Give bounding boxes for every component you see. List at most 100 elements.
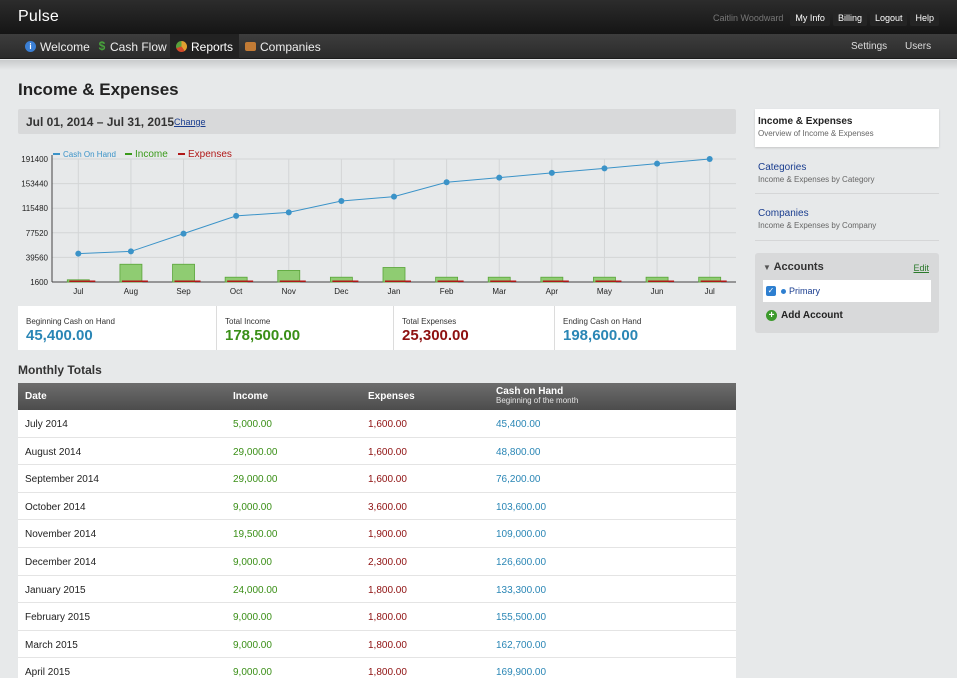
- col-cash-on-hand[interactable]: Cash on Hand: [496, 386, 564, 397]
- income-expenses-chart: 1600 39560 77520 115480 153440 191400 Jul Aug Se…: [21, 149, 736, 296]
- sidebar-item-companies[interactable]: Companies Income & Expenses by Company: [755, 201, 939, 230]
- table-row: April 2015 9,000.00 1,800.00 169,900.00: [18, 658, 736, 678]
- summary-value: 178,500.00: [225, 327, 301, 344]
- row-income: 29,000.00: [233, 446, 278, 458]
- help-link[interactable]: Help: [910, 10, 939, 26]
- nav-settings[interactable]: Settings: [851, 41, 888, 52]
- nav-welcome-label: Welcome: [40, 39, 90, 54]
- cash-on-hand-point: [127, 248, 134, 255]
- x-tick-label: Feb: [440, 287, 454, 296]
- logout-link[interactable]: Logout: [869, 10, 908, 26]
- dollar-icon: $: [98, 39, 106, 53]
- x-tick-label: Jul: [73, 287, 83, 296]
- sidebar-item-categories[interactable]: Categories Income & Expenses by Category: [755, 155, 939, 184]
- row-cash-on-hand: 162,700.00: [496, 639, 547, 651]
- legend-label: Income: [135, 149, 168, 160]
- add-account-label: Add Account: [781, 310, 843, 321]
- legend-label: Cash On Hand: [63, 150, 116, 159]
- y-tick-label: 115480: [22, 204, 49, 213]
- summary-value: 45,400.00: [26, 327, 93, 344]
- summary-ending-cash: Ending Cash on Hand 198,600.00: [555, 306, 736, 350]
- cash-on-hand-point: [233, 212, 240, 219]
- account-item-primary[interactable]: ✓ Primary: [763, 280, 931, 302]
- nav-reports-label: Reports: [191, 39, 234, 54]
- income-bar: [277, 269, 301, 283]
- expense-bar: [332, 280, 359, 282]
- x-tick-label: Aug: [124, 287, 138, 296]
- y-tick-label: 153440: [21, 180, 48, 189]
- sidebar-item-subtitle: Overview of Income & Expenses: [758, 129, 874, 138]
- col-income[interactable]: Income: [233, 391, 269, 402]
- row-income: 24,000.00: [233, 584, 278, 596]
- table-row: July 2014 5,000.00 1,600.00 45,400.00: [18, 410, 736, 438]
- date-range-bar: Jul 01, 2014 – Jul 31, 2015 Change: [18, 109, 736, 134]
- row-income: 9,000.00: [233, 501, 272, 513]
- summary-beginning-cash: Beginning Cash on Hand 45,400.00: [18, 306, 217, 350]
- x-tick-label: Mar: [492, 287, 506, 296]
- row-cash-on-hand: 169,900.00: [496, 667, 547, 678]
- row-expenses: 1,800.00: [368, 584, 407, 596]
- row-cash-on-hand: 45,400.00: [496, 419, 541, 430]
- my-info-link[interactable]: My Info: [790, 10, 830, 26]
- col-cash-on-hand-sub: Beginning of the month: [496, 396, 579, 405]
- nav-reports[interactable]: Reports: [170, 34, 240, 59]
- current-user-name: Caitlin Woodward: [713, 13, 784, 23]
- row-expenses: 2,300.00: [368, 556, 407, 568]
- table-row: October 2014 9,000.00 3,600.00 103,600.00: [18, 492, 736, 521]
- nav-companies[interactable]: Companies: [239, 34, 327, 59]
- accounts-header[interactable]: ▼ Accounts: [763, 261, 824, 273]
- row-date: April 2015: [25, 667, 71, 678]
- billing-link[interactable]: Billing: [832, 10, 867, 26]
- row-cash-on-hand: 133,300.00: [496, 584, 547, 596]
- checkbox-checked-icon[interactable]: ✓: [766, 286, 776, 296]
- cash-on-hand-point: [180, 230, 187, 237]
- col-expenses[interactable]: Expenses: [368, 391, 415, 402]
- change-date-link[interactable]: Change: [174, 117, 206, 127]
- nav-companies-label: Companies: [260, 39, 321, 54]
- col-date[interactable]: Date: [25, 391, 47, 402]
- expense-bar: [542, 280, 569, 282]
- table-row: November 2014 19,500.00 1,900.00 109,000.00: [18, 520, 736, 548]
- account-menu: Caitlin Woodward My Info Billing Logout …: [713, 10, 939, 26]
- x-tick-label: Dec: [334, 287, 348, 296]
- row-date: July 2014: [25, 419, 68, 430]
- row-expenses: 1,800.00: [368, 639, 407, 651]
- summary-label: Ending Cash on Hand: [563, 317, 642, 326]
- expense-bar: [227, 280, 254, 282]
- sidebar-item-income-expenses[interactable]: Income & Expenses Overview of Income & E…: [755, 109, 939, 147]
- info-icon: i: [25, 41, 36, 52]
- expense-bar: [437, 280, 464, 282]
- x-tick-label: Jul: [705, 287, 715, 296]
- cash-on-hand-point: [285, 209, 292, 216]
- x-tick-label: Oct: [230, 287, 243, 296]
- table-row: January 2015 24,000.00 1,800.00 133,300.00: [18, 575, 736, 604]
- account-color-dot: [781, 289, 786, 294]
- brand-logo[interactable]: Pulse: [18, 8, 60, 25]
- expense-bar: [595, 280, 622, 282]
- row-income: 5,000.00: [233, 419, 272, 430]
- expense-bar: [490, 280, 517, 282]
- accounts-panel: ▼ Accounts Edit ✓ Primary + Add Account: [755, 253, 939, 333]
- expense-bar: [121, 280, 148, 282]
- summary-value: 198,600.00: [563, 327, 639, 344]
- summary-panel: Beginning Cash on Hand 45,400.00 Total I…: [18, 306, 736, 350]
- sidebar-divider: [755, 193, 939, 194]
- account-name: Primary: [789, 286, 820, 296]
- nav-cash-flow[interactable]: $ Cash Flow: [92, 34, 173, 59]
- cash-on-hand-point: [654, 160, 661, 167]
- income-bar: [119, 263, 143, 283]
- plus-icon: +: [766, 310, 777, 321]
- sidebar-item-title: Income & Expenses: [758, 116, 853, 127]
- row-expenses: 1,600.00: [368, 474, 407, 486]
- nav-users[interactable]: Users: [905, 41, 932, 52]
- row-income: 9,000.00: [233, 639, 272, 651]
- cash-on-hand-point: [496, 174, 503, 181]
- row-cash-on-hand: 48,800.00: [496, 446, 541, 458]
- nav-welcome[interactable]: i Welcome: [19, 34, 96, 59]
- accounts-edit-link[interactable]: Edit: [913, 263, 929, 273]
- cash-on-hand-point: [548, 169, 555, 176]
- add-account-button[interactable]: + Add Account: [766, 310, 843, 321]
- table-row: December 2014 9,000.00 2,300.00 126,600.00: [18, 547, 736, 576]
- row-cash-on-hand: 109,000.00: [496, 529, 547, 541]
- row-date: January 2015: [25, 584, 86, 596]
